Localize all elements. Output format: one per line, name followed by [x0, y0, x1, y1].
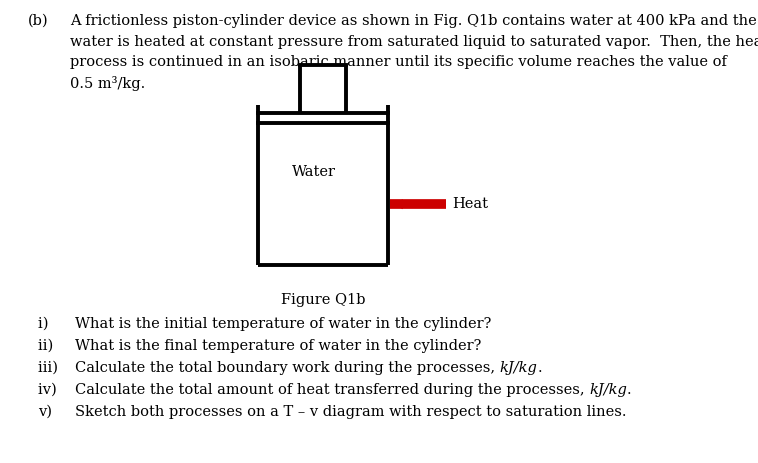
Text: iv): iv): [38, 383, 66, 397]
Text: Water: Water: [292, 165, 336, 179]
Text: kJ/kg: kJ/kg: [500, 361, 537, 375]
Text: A frictionless piston-cylinder device as shown in Fig. Q1b contains water at 400: A frictionless piston-cylinder device as…: [70, 14, 758, 91]
Text: ii): ii): [38, 339, 62, 353]
Text: What is the final temperature of water in the cylinder?: What is the final temperature of water i…: [75, 339, 481, 353]
Text: kJ/kg: kJ/kg: [589, 383, 627, 397]
Text: .: .: [537, 361, 542, 375]
Text: Figure Q1b: Figure Q1b: [280, 293, 365, 307]
Text: i): i): [38, 317, 62, 331]
Text: iii): iii): [38, 361, 63, 375]
Text: Calculate the total boundary work during the processes,: Calculate the total boundary work during…: [75, 361, 500, 375]
Text: What is the initial temperature of water in the cylinder?: What is the initial temperature of water…: [75, 317, 491, 331]
Text: (b): (b): [28, 14, 49, 28]
Text: Sketch both processes on a T – v diagram with respect to saturation lines.: Sketch both processes on a T – v diagram…: [75, 405, 627, 419]
Text: Calculate the total amount of heat transferred during the processes,: Calculate the total amount of heat trans…: [75, 383, 589, 397]
Text: Heat: Heat: [452, 197, 488, 211]
Text: .: .: [627, 383, 631, 397]
Text: v): v): [38, 405, 66, 419]
